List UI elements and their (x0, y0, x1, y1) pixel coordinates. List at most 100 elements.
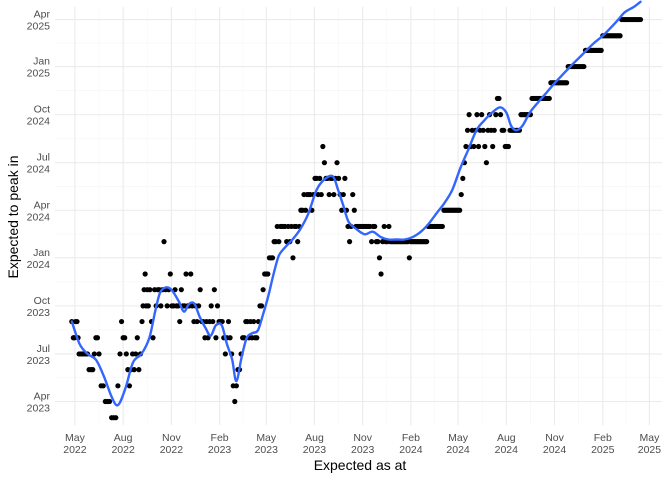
data-point (197, 287, 203, 293)
data-point (375, 239, 381, 245)
data-point (471, 143, 477, 150)
x-tick-label-line: 2024 (399, 444, 423, 456)
data-point (90, 367, 96, 373)
data-point (505, 143, 512, 150)
data-point (211, 287, 217, 293)
data-point (158, 303, 164, 309)
data-point (598, 47, 604, 53)
data-point (439, 223, 445, 230)
y-tick-label: Jan 2024 (27, 247, 51, 271)
y-tick-label: Jan 2025 (27, 56, 51, 80)
data-point (205, 335, 211, 341)
data-point (321, 160, 328, 166)
y-tick-label-line: 2025 (27, 68, 51, 80)
x-axis-title: Expected as at (314, 457, 407, 473)
data-point (466, 112, 472, 118)
x-tick-label-line: Feb (594, 432, 612, 444)
x-tick-label-line: May (639, 432, 660, 444)
y-tick-label: Oct 2024 (27, 104, 51, 128)
data-point (335, 175, 342, 181)
data-point (334, 160, 340, 166)
x-tick-label: Nov 2022 (160, 432, 184, 456)
data-point (339, 207, 345, 213)
y-tick-label: Jul 2024 (27, 152, 51, 176)
y-tick-label: Oct 2023 (27, 295, 51, 319)
data-point (258, 303, 265, 309)
data-point (350, 191, 356, 198)
data-point (497, 112, 504, 118)
x-tick-label-line: 2024 (495, 444, 519, 456)
x-tick-label-line: 2025 (638, 444, 662, 456)
data-point (147, 287, 153, 293)
data-point (227, 335, 233, 341)
data-point (276, 239, 282, 245)
data-point (117, 351, 123, 357)
x-tick-label: Feb 2023 (208, 432, 232, 456)
data-point (134, 335, 140, 341)
data-point (464, 127, 471, 133)
x-tick-label: May 2022 (63, 432, 87, 456)
smooth-trend-line (70, 0, 642, 407)
x-tick-label: May 2023 (255, 432, 279, 456)
data-point (100, 383, 106, 389)
x-tick-label-line: May (65, 432, 86, 444)
x-tick-label: May 2024 (446, 432, 470, 456)
data-point (233, 383, 239, 389)
x-tick-label-line: Nov (545, 432, 564, 444)
data-point (122, 335, 128, 341)
grid (55, 7, 662, 425)
data-point (214, 303, 221, 309)
y-tick-label-line: 2023 (27, 402, 51, 414)
data-point (546, 95, 552, 102)
data-point (136, 367, 142, 373)
x-tick-label: Aug 2024 (495, 432, 519, 456)
x-tick-label-line: 2024 (543, 444, 567, 456)
y-tick-label: Apr 2024 (27, 199, 51, 223)
data-point (115, 383, 121, 389)
x-tick-label: Aug 2022 (111, 432, 135, 456)
data-point (139, 318, 145, 325)
y-tick-label-line: 2024 (27, 164, 51, 176)
y-tick-label: Apr 2025 (27, 9, 51, 33)
y-axis-title: Expected to peak in (5, 156, 21, 279)
data-point (150, 335, 156, 341)
data-point (94, 335, 101, 341)
data-point (460, 175, 466, 181)
data-point (142, 271, 148, 277)
data-point (457, 207, 463, 213)
data-point (501, 127, 507, 133)
data-point (161, 239, 167, 245)
x-tick-label-line: Aug (114, 432, 133, 444)
data-point (213, 335, 219, 341)
data-point (493, 112, 499, 118)
x-tick-label-line: Nov (162, 432, 181, 444)
y-tick-label-line: Jul (37, 343, 50, 355)
data-point (133, 351, 139, 357)
y-tick-label-line: 2023 (27, 355, 51, 367)
x-tick-label-line: 2023 (303, 444, 327, 456)
y-tick-label-line: Apr (34, 199, 51, 211)
data-point (317, 175, 323, 181)
data-point (123, 351, 129, 357)
y-tick-label-line: Oct (34, 104, 50, 116)
y-tick-label: Jul 2023 (27, 343, 51, 367)
data-point (474, 112, 480, 118)
data-point (617, 33, 623, 39)
data-point (386, 223, 392, 230)
data-point (406, 255, 412, 261)
data-point (164, 303, 170, 309)
data-point (326, 191, 332, 198)
data-point (342, 175, 348, 181)
x-tick-label-line: Nov (353, 432, 372, 444)
data-point (113, 415, 119, 421)
data-point (118, 318, 125, 325)
data-point (376, 255, 383, 261)
data-point (91, 351, 97, 357)
data-point (208, 303, 214, 309)
data-point (188, 271, 194, 277)
data-point (331, 191, 337, 198)
data-point (351, 207, 357, 213)
data-point (320, 143, 326, 150)
data-point (302, 207, 309, 213)
